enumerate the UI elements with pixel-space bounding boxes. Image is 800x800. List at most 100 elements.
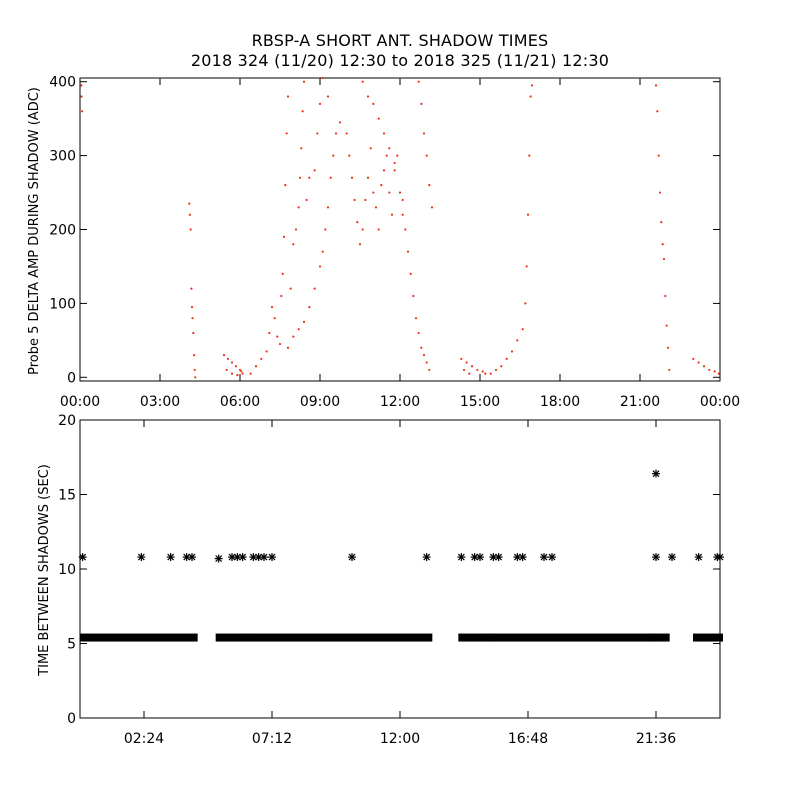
top-data-point [268, 331, 271, 335]
top-data-point [377, 117, 380, 120]
top-data-point [665, 324, 668, 327]
top-data-point [265, 350, 268, 353]
top-data-point [318, 102, 322, 105]
top-data-point [528, 154, 531, 157]
top-data-point [81, 110, 84, 113]
bottom-x-tick-label: 16:48 [508, 731, 548, 747]
top-data-point [668, 368, 671, 372]
bottom-x-tick-label: 21:36 [636, 731, 676, 747]
top-data-point [654, 84, 658, 87]
top-data-point [326, 206, 330, 209]
top-data-point [390, 213, 394, 216]
top-data-point [193, 368, 196, 372]
top-data-point [225, 368, 228, 372]
top-data-point [414, 317, 418, 320]
top-data-point [662, 257, 666, 261]
top-data-point [316, 132, 319, 135]
top-data-point [658, 191, 662, 194]
top-data-point [254, 365, 258, 368]
bottom-baseline-run [458, 633, 491, 642]
top-data-point [241, 372, 244, 375]
bottom-data-point [457, 553, 466, 562]
top-data-point [657, 154, 660, 157]
top-data-point [313, 169, 316, 172]
top-data-point [420, 346, 423, 349]
bottom-data-point [238, 553, 247, 562]
top-data-point [292, 335, 295, 338]
top-data-point [530, 84, 534, 87]
top-axis: 0 100 200 300 400 00:00 03:00 06:00 09:00 12:00 15… [49, 75, 740, 410]
top-data-point [388, 191, 391, 194]
top-x-tick-label: 18:00 [540, 394, 580, 410]
top-data-point [500, 365, 503, 368]
top-data-point [188, 202, 191, 205]
top-data-point [404, 228, 407, 231]
top-data-point [529, 95, 532, 98]
bottom-data-point [137, 553, 146, 562]
top-data-point [191, 317, 194, 320]
top-data-point [425, 154, 428, 157]
top-data-point [422, 354, 426, 357]
top-data-point [286, 95, 290, 98]
top-data-point [297, 206, 300, 209]
top-data-point [334, 132, 338, 135]
top-data-point [329, 176, 332, 179]
top-data-point [292, 243, 295, 246]
top-data-point [321, 250, 324, 253]
top-data-point [425, 361, 428, 364]
bottom-x-tick-label: 02:24 [124, 731, 164, 747]
top-data-point [301, 110, 304, 113]
chart-subtitle: 2018 324 (11/20) 12:30 to 2018 325 (11/2… [190, 51, 610, 70]
top-plot-frame [79, 77, 721, 382]
top-data-point [321, 76, 324, 80]
bottom-y-tick-label: 10 [58, 562, 76, 578]
top-data-point [190, 305, 194, 309]
bottom-baseline-run [79, 633, 198, 642]
top-data-point [361, 228, 364, 231]
chart-title: RBSP-A SHORT ANT. SHADOW TIMES [251, 31, 549, 50]
top-data-point [240, 370, 243, 373]
top-data-point [484, 372, 487, 375]
top-data-point [80, 95, 83, 98]
top-data-point [401, 198, 404, 202]
bottom-x-tick-label: 07:12 [252, 731, 292, 747]
top-data-point [468, 372, 471, 375]
top-data-point [270, 305, 274, 309]
top-data-point [280, 294, 283, 298]
top-data-point [222, 354, 226, 357]
top-data-point [285, 132, 288, 135]
top-data-point [281, 272, 284, 275]
top-data-point [282, 235, 286, 238]
bottom-baseline-run [487, 633, 657, 642]
top-data-point [377, 228, 380, 231]
bottom-baseline-run [650, 633, 670, 642]
bottom-data-point [668, 553, 676, 562]
top-x-tick-label: 21:00 [620, 394, 660, 410]
top-y-tick-label: 200 [49, 223, 76, 239]
top-data-point [505, 357, 508, 360]
top-data-point [708, 368, 711, 372]
top-data-point [417, 331, 420, 335]
top-data-point [412, 294, 415, 298]
bottom-data-point [470, 553, 479, 562]
top-y-tick-label: 100 [49, 296, 76, 312]
top-data-point [393, 169, 396, 172]
bottom-baseline-run [215, 633, 249, 642]
top-data-point [358, 243, 362, 246]
top-data-point [326, 95, 330, 98]
top-data-point [713, 370, 716, 373]
top-data-point [692, 357, 695, 360]
bottom-data-point [233, 553, 242, 562]
top-data-point [494, 368, 498, 372]
top-data-point [305, 198, 308, 202]
top-x-tick-label: 00:00 [60, 394, 100, 410]
top-data-point [300, 147, 303, 150]
bottom-y-tick-label: 15 [58, 488, 76, 504]
top-data-point [192, 331, 195, 335]
top-data-point [302, 80, 306, 83]
bottom-data-point [348, 553, 356, 562]
top-data-point [664, 294, 667, 298]
bottom-data-point [260, 553, 268, 562]
top-data-point [481, 370, 484, 373]
